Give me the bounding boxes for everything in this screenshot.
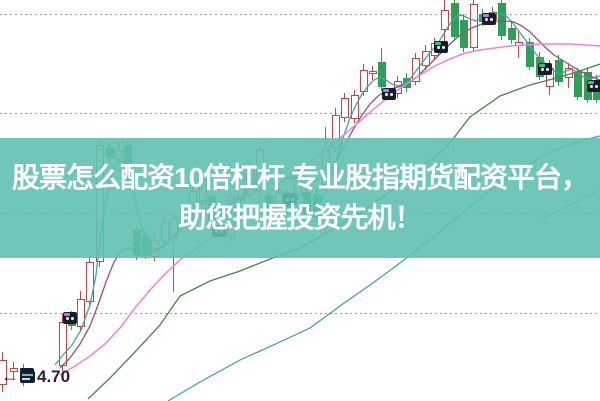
banner-headline-line2: 助您把握投资先机！ [178, 202, 422, 233]
candle [508, 28, 516, 40]
trade-marker-icon [538, 63, 552, 75]
gridline [0, 113, 600, 114]
price-value: 4.70 [37, 366, 71, 386]
price-marker-label: ← 4.70 [1, 366, 70, 387]
candle [441, 10, 449, 30]
promo-banner-overlay: 股票怎么配资10倍杠杆 专业股指期货配资平台， 助您把握投资先机！ [0, 138, 600, 258]
candle [77, 299, 85, 327]
trade-marker-icon [482, 13, 496, 25]
trade-marker-icon [434, 41, 448, 53]
gridline [0, 14, 600, 15]
candle [378, 62, 386, 87]
trade-marker-icon [382, 88, 396, 100]
trade-marker-icon [63, 312, 77, 324]
candle [526, 42, 534, 67]
tool-marker-icon [20, 370, 35, 383]
candle [460, 20, 468, 48]
left-arrow-icon: ← [1, 366, 19, 386]
gridline [0, 313, 600, 314]
candle [369, 71, 377, 74]
candle [451, 3, 459, 37]
candle [341, 98, 349, 118]
trade-marker-icon [587, 80, 600, 92]
candle [498, 3, 506, 36]
candle [0, 360, 7, 385]
candle [555, 60, 563, 82]
candle [86, 262, 94, 302]
candle [10, 368, 18, 372]
banner-headline-line1: 股票怎么配资10倍杠杆 专业股指期货配资平台， [12, 162, 589, 193]
